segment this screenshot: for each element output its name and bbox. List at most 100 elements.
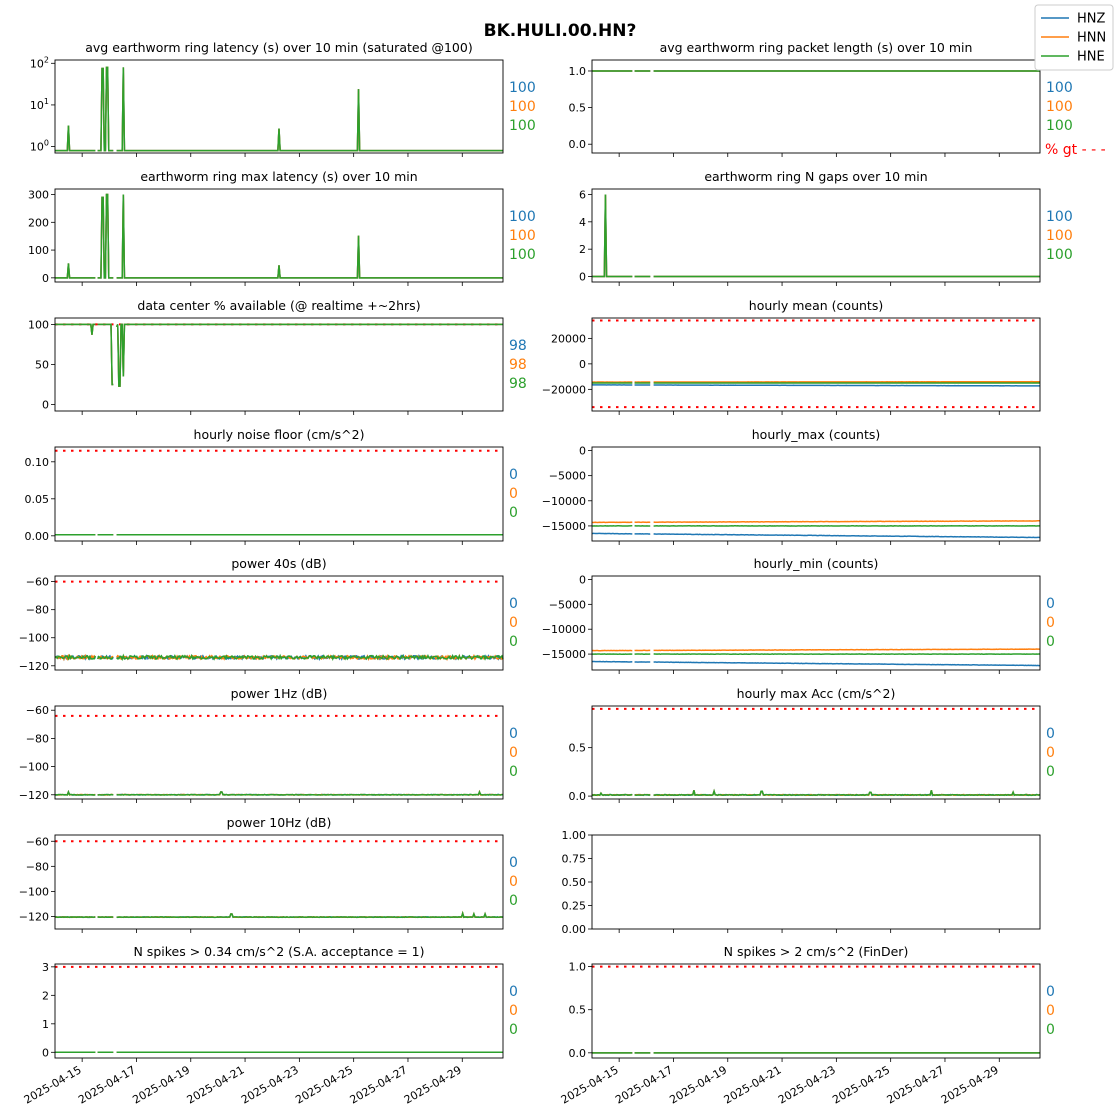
y-tick-label: −100	[19, 632, 49, 645]
y-tick-label: 200	[28, 216, 49, 229]
y-tick-label: 100	[28, 318, 49, 331]
panel-power_1hz: power 1Hz (dB) −120 −100 −80 −60 0 0 0	[19, 686, 518, 803]
panels-group: avg earthworm ring latency (s) over 10 m…	[19, 40, 1106, 1107]
percent-label: 100	[1046, 247, 1073, 263]
percent-label: 0	[1046, 745, 1055, 761]
y-tick-label: −10000	[542, 495, 586, 508]
percent-label: 0	[1046, 596, 1055, 612]
y-tick-exponent: 1	[44, 97, 49, 106]
y-tick-label: 4	[579, 216, 586, 229]
x-tick-label: 2025-04-15	[559, 1063, 621, 1106]
percent-label: 0	[509, 745, 518, 761]
x-tick-label: 2025-04-25	[293, 1063, 355, 1106]
percent-label: 100	[509, 118, 536, 134]
panel-title: hourly noise floor (cm/s^2)	[194, 427, 365, 442]
y-tick-label: 0.05	[25, 493, 50, 506]
percent-label: 0	[509, 874, 518, 890]
y-tick-label: −15000	[542, 648, 586, 661]
x-tick-label: 2025-04-17	[76, 1063, 138, 1106]
y-tick-label: 0.25	[562, 900, 587, 913]
y-tick-label: 2	[42, 989, 49, 1002]
percent-label: 0	[1046, 634, 1055, 650]
axes-frame	[54, 575, 504, 671]
y-tick-label: 102	[30, 55, 49, 70]
y-tick-label: −60	[26, 835, 49, 848]
y-tick-label: −80	[26, 860, 49, 873]
figure-title: BK.HULI.00.HN?	[484, 21, 637, 41]
panel-power_40s: power 40s (dB) −120 −100 −80 −60 0 0 0	[19, 556, 518, 674]
panel-title: earthworm ring N gaps over 10 min	[704, 169, 927, 184]
y-tick-label: −60	[26, 576, 49, 589]
y-tick-label: 3	[42, 961, 49, 974]
y-tick-label: 0.75	[562, 853, 587, 866]
percent-label: 0	[509, 615, 518, 631]
panel-hourly_max: hourly_max (counts) −15000 −10000 −5000 0	[542, 427, 1041, 545]
series-line-hne	[55, 323, 503, 387]
percent-label: 0	[509, 1003, 518, 1019]
panel-title: hourly_max (counts)	[752, 427, 881, 442]
y-tick-label: 1.0	[569, 961, 587, 974]
series-line-hnz	[591, 384, 1041, 387]
percent-label: 98	[509, 357, 527, 373]
y-tick-label: 1.0	[569, 65, 587, 78]
x-tick-label: 2025-04-21	[722, 1063, 784, 1106]
x-tick-label: 2025-04-23	[239, 1063, 301, 1106]
axes-frame	[591, 317, 1041, 412]
axes-frame	[54, 188, 504, 283]
percent-label: 100	[1046, 80, 1073, 96]
x-tick-label: 2025-04-17	[613, 1063, 675, 1106]
y-tick-label: 0.5	[569, 742, 587, 755]
percent-label: 0	[509, 467, 518, 483]
series-line-hne	[592, 194, 1040, 278]
x-tick-label: 2025-04-29	[939, 1063, 1001, 1106]
axes-frame	[54, 705, 504, 800]
percent-label: 100	[1046, 209, 1073, 225]
y-tick-label: 0.0	[569, 138, 587, 151]
y-tick-label: −80	[26, 732, 49, 745]
percent-label: 0	[1046, 984, 1055, 1000]
y-tick-label: 0.0	[569, 1047, 587, 1060]
axes-frame	[54, 59, 504, 154]
y-tick-label: −120	[19, 660, 49, 673]
panel-title: data center % available (@ realtime +~2h…	[137, 298, 420, 313]
y-tick-label: 0.5	[569, 102, 587, 115]
percent-label: 100	[509, 80, 536, 96]
panel-hourly_min: hourly_min (counts) −15000 −10000 −5000 0 0 0 0	[542, 556, 1055, 674]
y-tick-label: 0.10	[25, 456, 50, 469]
panel-title: power 40s (dB)	[231, 556, 326, 571]
panel-title: power 1Hz (dB)	[231, 686, 328, 701]
axes-frame	[591, 705, 1041, 800]
panel-noise_floor: hourly noise floor (cm/s^2) 0.00 0.05 0.10 0…	[25, 427, 518, 545]
series-line-hne	[591, 788, 1041, 797]
series-line-hne	[54, 910, 504, 919]
axes-frame	[591, 188, 1041, 283]
panel-title: avg earthworm ring latency (s) over 10 m…	[85, 40, 472, 55]
y-tick-label: 0	[42, 399, 49, 412]
series-line-hnz	[591, 660, 1041, 667]
percent-label: 0	[509, 1022, 518, 1038]
y-tick-label: 0	[42, 1046, 49, 1059]
percent-label: 98	[509, 376, 527, 392]
series-line-hnn	[592, 194, 1040, 278]
y-tick-label: 0	[579, 271, 586, 284]
percent-label: 0	[509, 855, 518, 871]
legend-label-hnn: HNN	[1077, 31, 1106, 46]
percent-label: 0	[509, 596, 518, 612]
percent-label: 100	[509, 247, 536, 263]
series-line-hne	[55, 193, 503, 279]
panel-spikes_034: N spikes > 0.34 cm/s^2 (S.A. acceptance …	[22, 944, 518, 1107]
y-tick-label: −100	[19, 885, 49, 898]
percent-label: 100	[509, 209, 536, 225]
y-tick-label: 101	[30, 97, 49, 112]
percent-label: 0	[509, 984, 518, 1000]
panel-latency_avg: avg earthworm ring latency (s) over 10 m…	[30, 40, 536, 157]
y-tick-label: 100	[30, 139, 49, 154]
x-tick-label: 2025-04-19	[667, 1063, 729, 1106]
y-tick-label: −100	[19, 761, 49, 774]
y-tick-label: 1.00	[562, 829, 587, 842]
panel-title: earthworm ring max latency (s) over 10 m…	[140, 169, 417, 184]
y-tick-label: −5000	[549, 598, 586, 611]
y-tick-label: 50	[35, 359, 49, 372]
panel-spikes_2: N spikes > 2 cm/s^2 (FinDer) 0.0 0.5 1.0 202…	[559, 944, 1055, 1107]
